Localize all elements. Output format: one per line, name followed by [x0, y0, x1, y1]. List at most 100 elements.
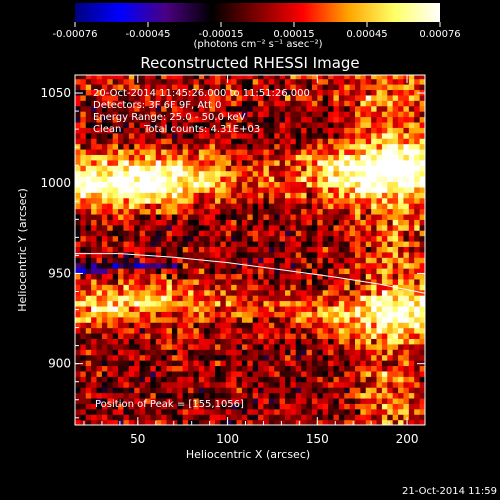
heatmap-cell: [204, 224, 211, 231]
heatmap-cell: [301, 332, 308, 339]
heatmap-cell: [322, 376, 329, 383]
heatmap-cell: [198, 387, 205, 394]
heatmap-cell: [403, 397, 410, 404]
heatmap-cell: [107, 419, 114, 425]
heatmap-cell: [306, 332, 313, 339]
heatmap-cell: [381, 132, 388, 139]
heatmap-cell: [215, 311, 221, 318]
heatmap-cell: [419, 89, 425, 96]
heatmap-cell: [322, 116, 329, 123]
heatmap-cell: [128, 121, 135, 128]
heatmap-cell: [349, 343, 356, 350]
heatmap-cell: [236, 224, 243, 231]
heatmap-cell: [279, 170, 286, 177]
heatmap-cell: [387, 78, 394, 85]
heatmap-cell: [328, 349, 335, 356]
heatmap-cell: [155, 343, 162, 350]
heatmap-cell: [349, 165, 356, 172]
heatmap-cell: [101, 132, 108, 139]
heatmap-cell: [268, 305, 275, 312]
heatmap-cell: [360, 105, 367, 112]
heatmap-cell: [398, 322, 405, 329]
heatmap-cell: [311, 338, 318, 345]
heatmap-cell: [236, 311, 243, 318]
heatmap-cell: [268, 111, 275, 118]
heatmap-cell: [349, 392, 356, 399]
heatmap-cell: [360, 165, 367, 172]
heatmap-cell: [155, 105, 162, 112]
heatmap-cell: [139, 224, 146, 231]
heatmap-cell: [161, 316, 168, 323]
heatmap-cell: [376, 251, 383, 258]
heatmap-cell: [85, 392, 92, 399]
heatmap-cell: [241, 365, 248, 372]
heatmap-cell: [220, 127, 227, 134]
heatmap-cell: [236, 192, 243, 199]
heatmap-cell: [306, 111, 313, 118]
heatmap-cell: [392, 387, 399, 394]
heatmap-cell: [145, 381, 151, 388]
heatmap-cell: [381, 414, 388, 421]
heatmap-cell: [381, 111, 388, 118]
heatmap-cell: [322, 360, 329, 367]
heatmap-cell: [306, 360, 313, 367]
heatmap-cell: [268, 273, 275, 280]
heatmap-cell: [75, 240, 81, 247]
heatmap-cell: [231, 132, 238, 139]
heatmap-cell: [96, 408, 103, 415]
heatmap-cell: [96, 154, 103, 161]
heatmap-cell: [349, 397, 356, 404]
heatmap-cell: [344, 138, 351, 145]
heatmap-cell: [145, 273, 151, 280]
heatmap-cell: [279, 349, 286, 356]
heatmap-cell: [241, 327, 248, 334]
heatmap-cell: [306, 213, 313, 220]
heatmap-cell: [118, 170, 125, 177]
heatmap-cell: [139, 127, 146, 134]
heatmap-cell: [193, 354, 200, 361]
heatmap-cell: [85, 354, 92, 361]
heatmap-cell: [381, 327, 388, 334]
heatmap-cell: [295, 235, 302, 242]
heatmap-cell: [360, 78, 367, 85]
heatmap-cell: [198, 186, 205, 193]
heatmap-cell: [279, 295, 286, 302]
heatmap-cell: [279, 257, 286, 264]
heatmap-cell: [101, 408, 108, 415]
heatmap-cell: [247, 159, 254, 166]
heatmap-cell: [225, 360, 232, 367]
heatmap-cell: [387, 268, 394, 275]
heatmap-cell: [236, 289, 243, 296]
heatmap-cell: [75, 419, 81, 425]
heatmap-cell: [338, 392, 345, 399]
heatmap-cell: [198, 268, 205, 275]
heatmap-cell: [198, 289, 205, 296]
heatmap-cell: [376, 121, 383, 128]
heatmap-cell: [268, 176, 275, 183]
heatmap-cell: [96, 224, 103, 231]
heatmap-cell: [96, 327, 103, 334]
heatmap-cell: [134, 316, 141, 323]
heatmap-cell: [344, 295, 351, 302]
heatmap-cell: [279, 381, 286, 388]
heatmap-cell: [134, 94, 141, 101]
heatmap-cell: [236, 408, 243, 415]
heatmap-cell: [274, 311, 281, 318]
heatmap-cell: [387, 332, 394, 339]
heatmap-cell: [112, 197, 119, 204]
heatmap-cell: [376, 235, 383, 242]
heatmap-cell: [236, 419, 243, 425]
heatmap-cell: [333, 127, 340, 134]
heatmap-cell: [290, 295, 297, 302]
heatmap-cell: [75, 338, 81, 345]
heatmap-cell: [301, 273, 308, 280]
heatmap-cell: [128, 316, 135, 323]
heatmap-cell: [311, 208, 318, 215]
heatmap-cell: [220, 186, 227, 193]
heatmap-cell: [376, 213, 383, 220]
heatmap-cell: [182, 370, 189, 377]
heatmap-cell: [285, 208, 291, 215]
heatmap-cell: [204, 295, 211, 302]
heatmap-cell: [408, 105, 415, 112]
heatmap-cell: [344, 387, 351, 394]
